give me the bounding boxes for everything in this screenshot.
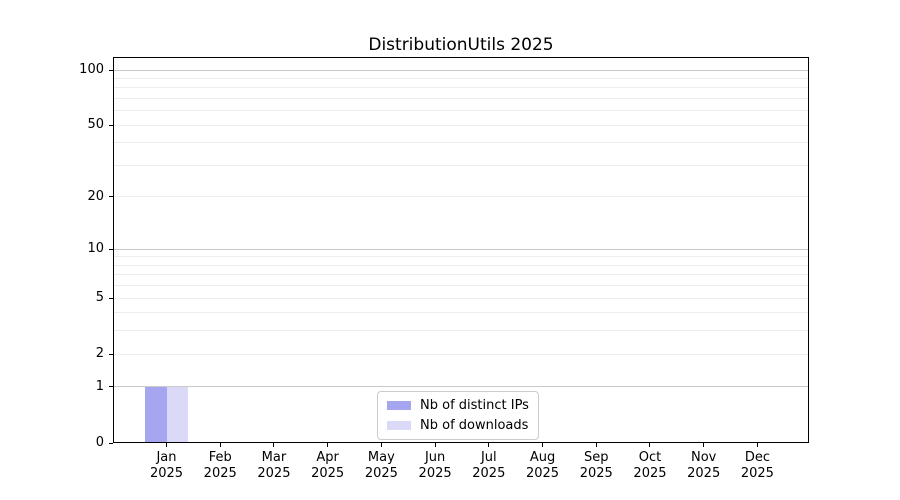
x-tick-label-dec: Dec 2025 xyxy=(725,450,789,482)
y-tick-label-20: 20 xyxy=(87,188,104,204)
x-tick-mark-may xyxy=(380,443,382,447)
x-tick-month: Apr xyxy=(316,450,339,465)
x-tick-year: 2025 xyxy=(203,466,237,481)
gridline-y-8 xyxy=(114,264,808,266)
gridline-y-1 xyxy=(114,386,808,388)
y-tick-mark-20 xyxy=(109,196,113,198)
x-tick-label-sep: Sep 2025 xyxy=(564,450,628,482)
x-tick-year: 2025 xyxy=(472,466,506,481)
y-tick-mark-5 xyxy=(109,297,113,299)
y-tick-mark-0 xyxy=(109,442,113,444)
y-tick-mark-100 xyxy=(109,69,113,71)
y-tick-mark-2 xyxy=(109,353,113,355)
x-tick-year: 2025 xyxy=(579,466,613,481)
x-tick-year: 2025 xyxy=(525,466,560,481)
x-tick-month: Oct xyxy=(638,450,662,465)
left-spine xyxy=(113,57,114,443)
x-tick-month: Dec xyxy=(744,450,770,465)
bar-nb-of-downloads-jan xyxy=(166,386,188,442)
x-tick-year: 2025 xyxy=(687,466,721,481)
y-tick-label-0: 0 xyxy=(95,435,104,450)
x-tick-label-feb: Feb 2025 xyxy=(188,450,252,482)
x-tick-year: 2025 xyxy=(311,466,345,481)
x-tick-label-jul: Jul 2025 xyxy=(457,450,521,482)
x-tick-year: 2025 xyxy=(633,466,667,481)
legend-swatch-icon xyxy=(387,421,411,430)
y-tick-label-100: 100 xyxy=(79,62,104,77)
gridline-y-10 xyxy=(114,248,808,250)
x-tick-month: Jun xyxy=(424,450,446,465)
gridline-y-60 xyxy=(114,110,808,112)
x-tick-label-mar: Mar 2025 xyxy=(242,450,306,482)
x-tick-month: Feb xyxy=(208,450,232,465)
x-tick-month: Mar xyxy=(261,450,287,465)
gridline-y-6 xyxy=(114,285,808,287)
y-tick-mark-10 xyxy=(109,248,113,250)
x-tick-label-oct: Oct 2025 xyxy=(618,450,682,482)
x-tick-label-jun: Jun 2025 xyxy=(403,450,467,482)
gridline-y-3 xyxy=(114,330,808,332)
gridline-y-90 xyxy=(114,77,808,79)
right-spine xyxy=(808,57,809,443)
x-tick-year: 2025 xyxy=(257,466,291,481)
x-tick-label-aug: Aug 2025 xyxy=(511,450,575,482)
y-tick-label-2: 2 xyxy=(95,346,104,362)
x-tick-mark-dec xyxy=(756,443,758,447)
x-tick-mark-oct xyxy=(649,443,651,447)
gridline-y-40 xyxy=(114,142,808,144)
legend-item: Nb of distinct IPs xyxy=(387,398,529,413)
gridline-y-5 xyxy=(114,297,808,299)
legend: Nb of distinct IPs Nb of downloads xyxy=(377,391,539,440)
legend-swatch-icon xyxy=(387,401,411,410)
x-tick-mark-jul xyxy=(488,443,490,447)
gridline-y-70 xyxy=(114,97,808,99)
x-tick-month: Aug xyxy=(529,450,556,465)
gridline-y-20 xyxy=(114,196,808,198)
y-tick-mark-50 xyxy=(109,124,113,126)
x-tick-mark-jun xyxy=(434,443,436,447)
x-tick-mark-nov xyxy=(703,443,705,447)
legend-label: Nb of downloads xyxy=(420,418,529,433)
x-tick-mark-feb xyxy=(219,443,221,447)
x-tick-month: May xyxy=(367,450,395,465)
gridline-y-4 xyxy=(114,312,808,314)
x-tick-month: Sep xyxy=(583,450,609,465)
x-tick-month: Jan xyxy=(156,450,177,465)
gridline-y-50 xyxy=(114,124,808,126)
x-tick-year: 2025 xyxy=(740,466,774,481)
legend-item: Nb of downloads xyxy=(387,418,529,433)
gridline-y-9 xyxy=(114,256,808,258)
y-tick-label-50: 50 xyxy=(87,117,104,133)
bar-nb-of-distinct-ips-jan xyxy=(145,386,167,442)
gridline-y-30 xyxy=(114,164,808,166)
x-tick-label-apr: Apr 2025 xyxy=(296,450,360,482)
x-tick-year: 2025 xyxy=(149,466,184,481)
x-tick-year: 2025 xyxy=(418,466,452,481)
x-tick-mark-jan xyxy=(166,443,167,447)
x-tick-label-may: May 2025 xyxy=(349,450,413,482)
y-tick-label-5: 5 xyxy=(95,290,104,306)
gridline-y-100 xyxy=(114,69,808,71)
y-tick-label-10: 10 xyxy=(87,241,104,257)
x-tick-mark-apr xyxy=(327,443,329,447)
x-tick-label-nov: Nov 2025 xyxy=(672,450,736,482)
gridline-y-7 xyxy=(114,274,808,276)
x-tick-mark-sep xyxy=(595,443,597,447)
x-tick-label-jan: Jan 2025 xyxy=(135,450,199,482)
chart-title: DistributionUtils 2025 xyxy=(368,35,554,55)
x-tick-year: 2025 xyxy=(364,466,398,481)
y-tick-mark-1 xyxy=(109,386,113,388)
x-tick-month: Jul xyxy=(480,450,497,465)
legend-label: Nb of distinct IPs xyxy=(420,398,529,413)
plot-area xyxy=(113,57,809,443)
gridline-y-2 xyxy=(114,353,808,355)
x-tick-mark-aug xyxy=(542,443,544,447)
top-spine xyxy=(113,57,809,58)
x-tick-month: Nov xyxy=(691,450,717,465)
x-tick-mark-mar xyxy=(273,443,275,447)
bottom-spine xyxy=(113,442,809,443)
gridline-y-80 xyxy=(114,87,808,89)
y-tick-label-1: 1 xyxy=(95,378,104,394)
